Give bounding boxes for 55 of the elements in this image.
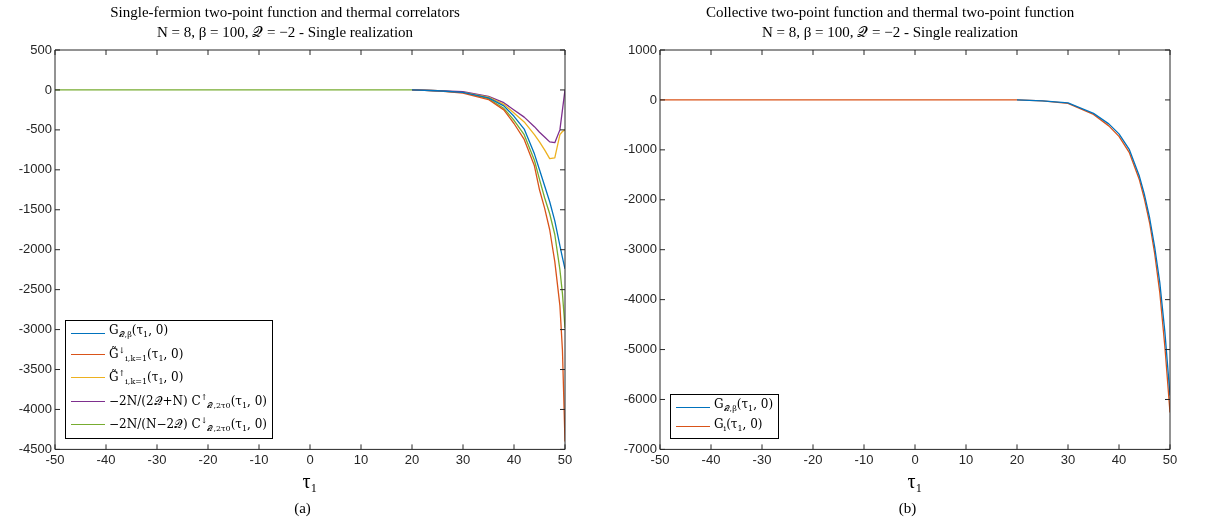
y-tick-label: -1000 (18, 161, 52, 177)
chart-title: Single-fermion two-point function and thermal correlators (110, 3, 460, 20)
x-tick-label: -30 (147, 451, 167, 467)
y-tick-label: 500 (30, 41, 52, 57)
x-tick-label: -40 (701, 451, 721, 467)
y-tick-label: -4000 (18, 401, 52, 417)
legend-label: G$_{𝒬,β}$(τ$_{1}$, 0) (714, 397, 774, 416)
x-tick-label: -10 (854, 451, 874, 467)
x-tick-label: -40 (96, 451, 116, 467)
legend-label: G$_{𝒬,β}$(τ$_{1}$, 0) (109, 323, 169, 342)
y-tick-label: -4000 (623, 291, 657, 307)
y-tick-label: -3000 (18, 321, 52, 337)
x-tick-label: 20 (1009, 451, 1025, 467)
legend-label: G̃$^{↓}$$_{i,k=1}$(τ$_{1}$, 0) (109, 344, 184, 366)
legend-label: G$_{i}$(τ$_{1}$, 0) (714, 416, 763, 436)
legend-label: −2N/(2𝒬+N) C$^{↑}$$_{𝒬,2τ0}$(τ$_{1}$, 0) (109, 391, 268, 412)
x-tick-label: 50 (557, 451, 573, 467)
legend-label: −2N/(N−2𝒬) C$^{↓}$$_{𝒬,2τ0}$(τ$_{1}$, 0) (109, 414, 268, 436)
x-axis-title: τ₁ (302, 470, 318, 493)
x-tick-label: 40 (506, 451, 522, 467)
legend-label: G̃$^{↑}$$_{i,k=1}$(τ$_{1}$, 0) (109, 368, 184, 389)
x-tick-label: 40 (1111, 451, 1127, 467)
y-tick-label: -3500 (18, 361, 52, 377)
x-tick-label: 30 (1060, 451, 1076, 467)
y-tick-label: -2000 (18, 241, 52, 257)
x-tick-label: 0 (911, 451, 919, 467)
x-tick-label: -20 (803, 451, 823, 467)
y-tick-label: 1000 (628, 41, 657, 57)
chart-subtitle: N = 8, β = 100, 𝒬 = −2 - Single realization (156, 23, 414, 40)
y-tick-label: -2000 (623, 191, 657, 207)
x-tick-label: -10 (249, 451, 269, 467)
y-tick-label: -4500 (18, 440, 52, 456)
text: (b) (897, 500, 918, 517)
x-axis-title: τ₁ (907, 470, 923, 493)
y-tick-label: -2500 (18, 281, 52, 297)
x-tick-label: 50 (1162, 451, 1178, 467)
x-tick-label: -30 (752, 451, 772, 467)
text: (a) (293, 500, 312, 517)
x-tick-label: -20 (198, 451, 218, 467)
y-tick-label: -5000 (623, 341, 657, 357)
x-tick-label: 10 (958, 451, 974, 467)
x-tick-label: 0 (306, 451, 314, 467)
y-tick-label: 0 (649, 91, 657, 107)
x-tick-label: 30 (455, 451, 471, 467)
x-tick-label: 20 (404, 451, 420, 467)
y-tick-label: -6000 (623, 391, 657, 407)
y-tick-label: -500 (25, 121, 52, 137)
y-tick-label: -3000 (623, 241, 657, 257)
y-tick-label: 0 (44, 81, 52, 97)
y-tick-label: -7000 (623, 440, 657, 456)
chart-title: Collective two-point function and thermal two-point function (705, 3, 1075, 20)
x-tick-label: 10 (353, 451, 369, 467)
y-tick-label: -1500 (18, 201, 52, 217)
chart-subtitle: N = 8, β = 100, 𝒬 = −2 - Single realization (761, 23, 1019, 40)
y-tick-label: -1000 (623, 141, 657, 157)
